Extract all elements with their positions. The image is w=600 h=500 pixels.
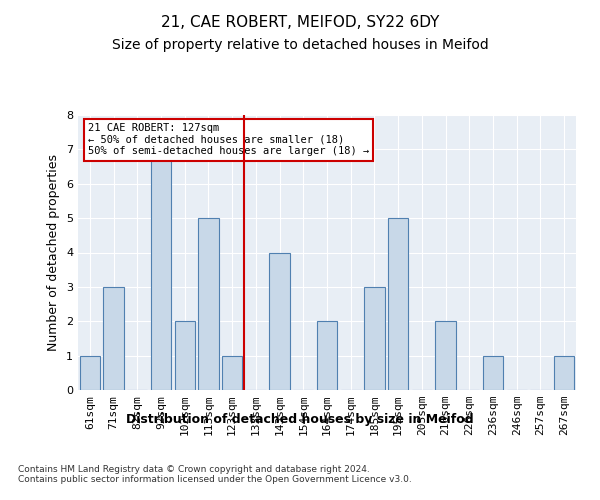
Bar <box>269 252 290 390</box>
Bar <box>436 322 455 390</box>
Bar <box>103 287 124 390</box>
Bar <box>483 356 503 390</box>
Y-axis label: Number of detached properties: Number of detached properties <box>47 154 61 351</box>
Text: Distribution of detached houses by size in Meifod: Distribution of detached houses by size … <box>126 412 474 426</box>
Bar <box>364 287 385 390</box>
Bar <box>388 218 408 390</box>
Bar <box>554 356 574 390</box>
Text: 21 CAE ROBERT: 127sqm
← 50% of detached houses are smaller (18)
50% of semi-deta: 21 CAE ROBERT: 127sqm ← 50% of detached … <box>88 123 369 156</box>
Bar <box>175 322 195 390</box>
Bar <box>199 218 218 390</box>
Bar <box>222 356 242 390</box>
Bar <box>151 150 171 390</box>
Text: Size of property relative to detached houses in Meifod: Size of property relative to detached ho… <box>112 38 488 52</box>
Text: Contains HM Land Registry data © Crown copyright and database right 2024.
Contai: Contains HM Land Registry data © Crown c… <box>18 465 412 484</box>
Bar <box>317 322 337 390</box>
Text: 21, CAE ROBERT, MEIFOD, SY22 6DY: 21, CAE ROBERT, MEIFOD, SY22 6DY <box>161 15 439 30</box>
Bar <box>80 356 100 390</box>
